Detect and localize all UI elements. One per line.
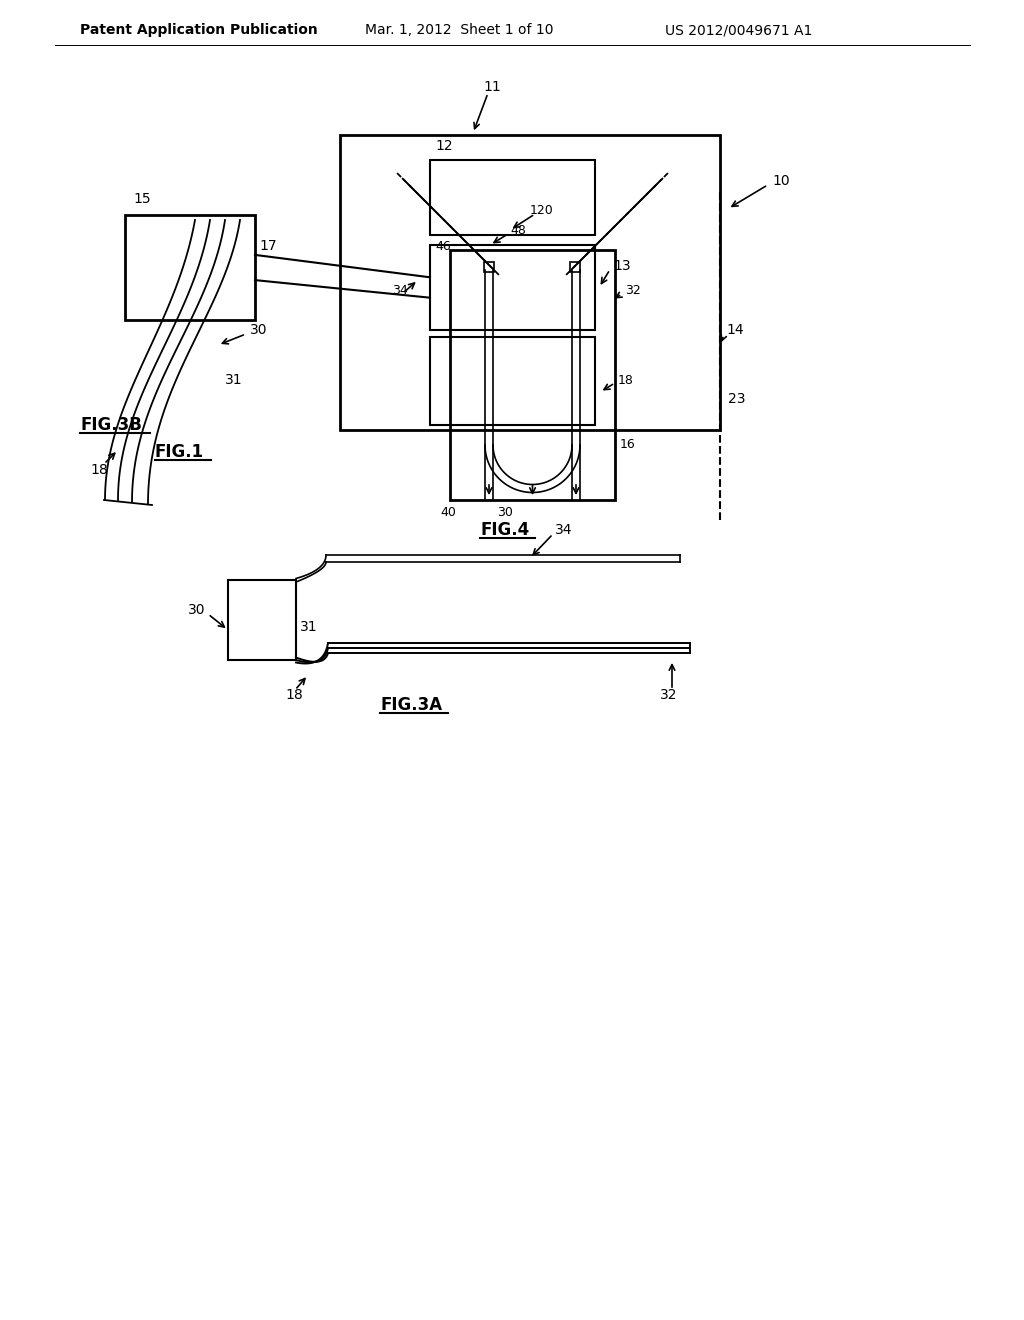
Text: 14: 14: [726, 323, 743, 337]
Text: 18: 18: [90, 463, 108, 477]
Text: 12: 12: [435, 139, 453, 153]
Bar: [228, 579, 296, 660]
Bar: [430, 246, 595, 330]
Text: Mar. 1, 2012  Sheet 1 of 10: Mar. 1, 2012 Sheet 1 of 10: [365, 22, 554, 37]
Text: 34: 34: [555, 523, 572, 537]
Text: 17: 17: [259, 239, 276, 253]
Text: FIG.3A: FIG.3A: [380, 696, 442, 714]
Bar: [570, 261, 580, 272]
Text: 40: 40: [440, 506, 456, 519]
Text: 18: 18: [285, 688, 303, 702]
Text: 46: 46: [435, 240, 451, 253]
Text: FIG.3B: FIG.3B: [80, 416, 142, 434]
Text: 18: 18: [618, 374, 634, 387]
Text: 13: 13: [613, 259, 631, 272]
Text: 34: 34: [392, 284, 408, 297]
Text: 16: 16: [620, 438, 636, 451]
Text: 32: 32: [625, 284, 641, 297]
Bar: [430, 337, 595, 425]
Text: FIG.4: FIG.4: [480, 521, 529, 539]
Bar: [484, 261, 494, 272]
Bar: [340, 135, 720, 430]
Bar: [450, 249, 615, 500]
Text: 23: 23: [728, 392, 745, 405]
Text: 10: 10: [772, 174, 790, 187]
Text: 120: 120: [530, 203, 554, 216]
Text: 30: 30: [497, 506, 513, 519]
Bar: [430, 160, 595, 235]
Text: US 2012/0049671 A1: US 2012/0049671 A1: [665, 22, 812, 37]
Text: 30: 30: [250, 323, 267, 337]
Text: 30: 30: [188, 603, 206, 616]
Text: 31: 31: [225, 374, 243, 387]
Text: 15: 15: [133, 191, 151, 206]
Text: 31: 31: [300, 620, 317, 634]
Text: 48: 48: [510, 223, 526, 236]
Text: 11: 11: [483, 81, 501, 94]
Text: FIG.1: FIG.1: [155, 444, 204, 461]
Text: Patent Application Publication: Patent Application Publication: [80, 22, 317, 37]
Bar: [125, 215, 255, 319]
Text: 32: 32: [660, 688, 678, 702]
